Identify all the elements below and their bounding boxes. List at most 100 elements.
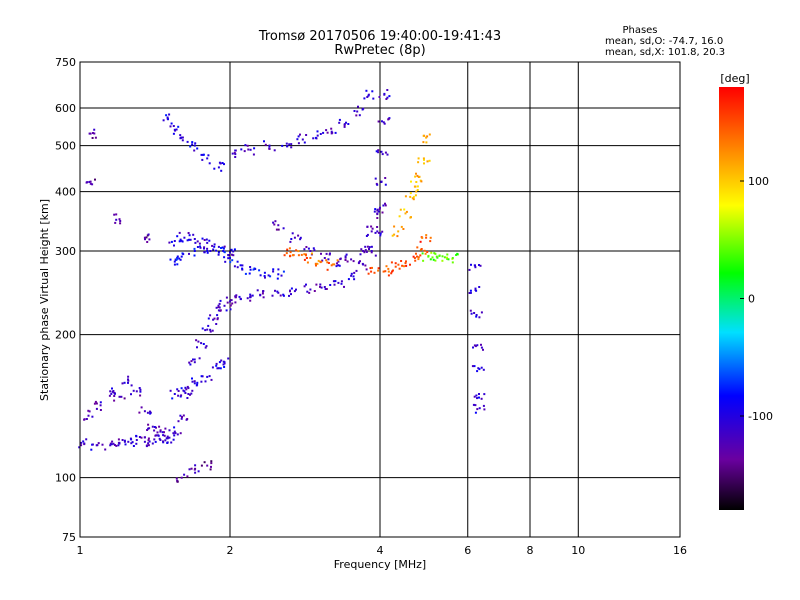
data-point xyxy=(227,254,230,257)
data-point xyxy=(164,439,167,442)
data-point xyxy=(425,236,428,239)
data-point xyxy=(249,299,252,302)
data-point xyxy=(179,134,182,137)
data-point xyxy=(82,440,85,443)
data-point xyxy=(379,234,382,237)
data-point xyxy=(285,252,288,255)
data-point xyxy=(326,131,329,134)
data-point xyxy=(383,122,386,125)
data-point xyxy=(394,265,397,268)
data-point xyxy=(99,404,102,407)
data-point xyxy=(303,258,306,261)
data-point xyxy=(281,144,284,147)
data-point xyxy=(249,296,252,299)
data-point xyxy=(336,259,339,262)
data-point xyxy=(178,240,181,243)
data-point xyxy=(130,393,132,396)
data-point xyxy=(374,208,377,211)
data-point xyxy=(162,434,165,437)
data-point xyxy=(368,246,371,249)
data-point xyxy=(393,225,396,228)
data-point xyxy=(277,291,280,294)
data-point xyxy=(381,230,384,233)
data-point xyxy=(324,288,327,290)
data-point xyxy=(172,432,175,435)
data-point xyxy=(339,257,342,260)
data-point xyxy=(218,361,221,364)
data-point xyxy=(387,117,390,120)
data-point xyxy=(299,236,302,239)
data-point xyxy=(192,358,194,361)
data-point xyxy=(88,410,91,413)
data-point xyxy=(473,365,476,368)
x-tick-label: 1 xyxy=(77,544,84,557)
data-point xyxy=(480,346,483,349)
data-point xyxy=(473,312,476,314)
data-point xyxy=(94,400,97,403)
data-point xyxy=(194,142,197,145)
data-point xyxy=(130,384,133,387)
data-point xyxy=(191,377,193,380)
data-point xyxy=(113,395,116,397)
x-tick-label: 8 xyxy=(527,544,534,557)
data-point xyxy=(129,437,132,440)
data-point xyxy=(337,281,340,284)
data-point xyxy=(200,153,203,156)
data-point xyxy=(325,252,328,255)
data-point xyxy=(241,267,244,270)
data-point xyxy=(220,359,223,362)
data-point xyxy=(379,232,382,235)
data-point xyxy=(385,265,388,268)
data-point xyxy=(223,163,225,166)
data-point xyxy=(206,157,209,160)
data-point xyxy=(320,252,322,255)
data-point xyxy=(147,439,150,442)
data-point xyxy=(366,225,369,228)
data-point xyxy=(282,270,285,273)
data-point xyxy=(262,296,265,299)
data-point xyxy=(186,385,189,388)
data-point xyxy=(203,461,206,464)
data-point xyxy=(193,254,196,257)
data-point xyxy=(146,241,149,243)
data-point xyxy=(483,408,486,411)
data-point xyxy=(476,344,479,347)
data-point xyxy=(80,441,83,444)
data-point xyxy=(244,144,247,147)
data-point xyxy=(400,260,403,262)
data-point xyxy=(478,286,481,288)
data-point xyxy=(197,340,200,343)
data-point xyxy=(173,260,176,263)
data-point xyxy=(344,259,347,261)
data-point xyxy=(172,438,175,441)
data-point xyxy=(325,259,328,262)
data-point xyxy=(334,280,337,283)
data-point xyxy=(91,443,94,446)
data-point xyxy=(169,258,172,261)
data-point xyxy=(135,442,138,445)
data-point xyxy=(191,389,194,392)
data-point xyxy=(472,346,474,349)
data-point xyxy=(416,246,419,249)
chart-title: Tromsø 20170506 19:40:00-19:41:43 xyxy=(258,29,501,44)
data-point xyxy=(138,411,141,414)
data-point xyxy=(132,389,135,392)
data-point xyxy=(186,397,189,399)
data-point xyxy=(417,256,420,259)
data-point xyxy=(229,308,232,311)
data-point xyxy=(376,208,379,211)
data-point xyxy=(196,240,199,243)
data-point xyxy=(193,361,196,364)
data-point xyxy=(179,414,182,417)
data-point xyxy=(211,244,214,247)
data-point xyxy=(332,280,335,283)
data-point xyxy=(204,346,207,349)
data-point xyxy=(344,255,347,258)
data-point xyxy=(185,418,188,421)
data-point xyxy=(385,98,388,100)
data-point xyxy=(223,245,226,248)
data-point xyxy=(428,133,431,136)
data-point xyxy=(164,427,167,430)
data-point xyxy=(93,132,96,135)
data-point xyxy=(173,434,176,437)
